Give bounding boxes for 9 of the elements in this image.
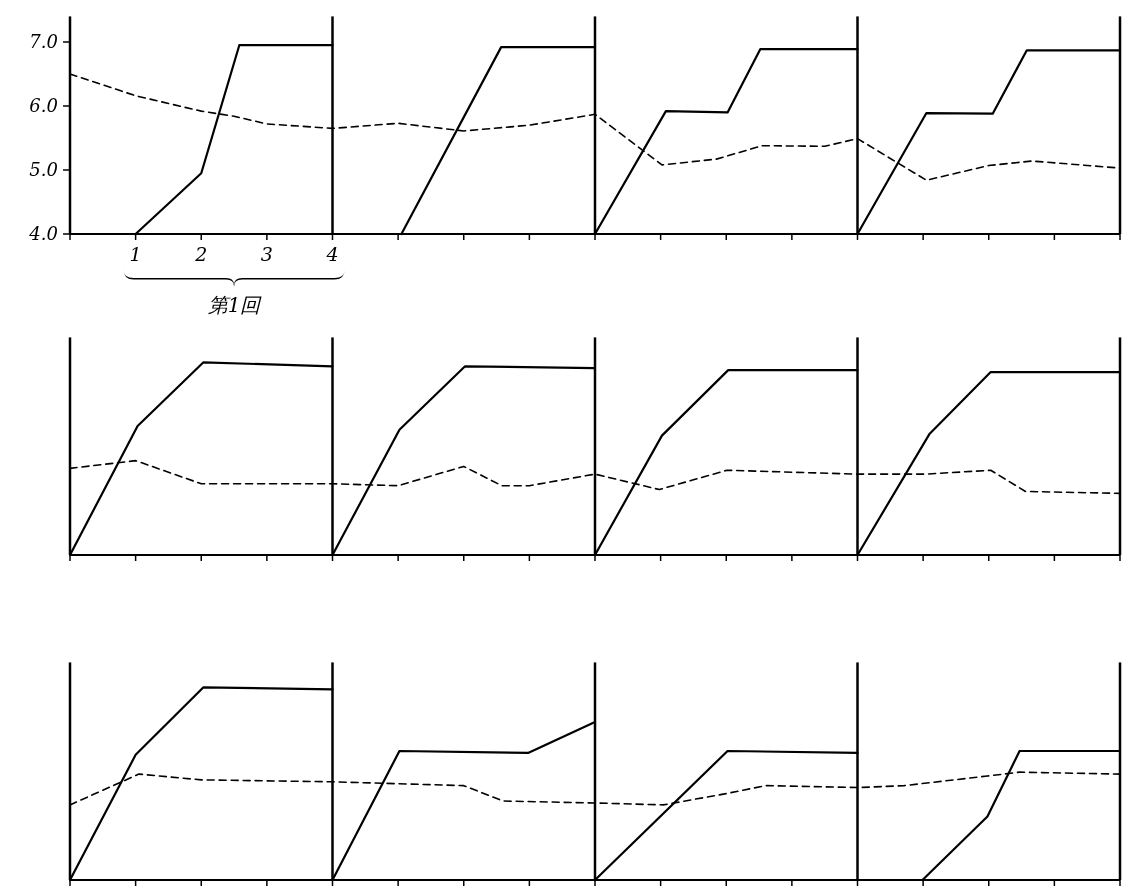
x-tick-label: 4 xyxy=(325,243,339,265)
x-axis-title: 第1回 xyxy=(207,293,263,317)
x-tick-label: 3 xyxy=(260,243,273,265)
x-tick-label: 2 xyxy=(194,243,208,265)
y-tick-label: 7.0 xyxy=(29,31,58,52)
x-tick-label: 1 xyxy=(129,243,142,265)
y-tick-label: 5.0 xyxy=(29,159,58,180)
y-tick-label: 6.0 xyxy=(29,95,58,116)
y-tick-label: 4.0 xyxy=(28,223,58,244)
